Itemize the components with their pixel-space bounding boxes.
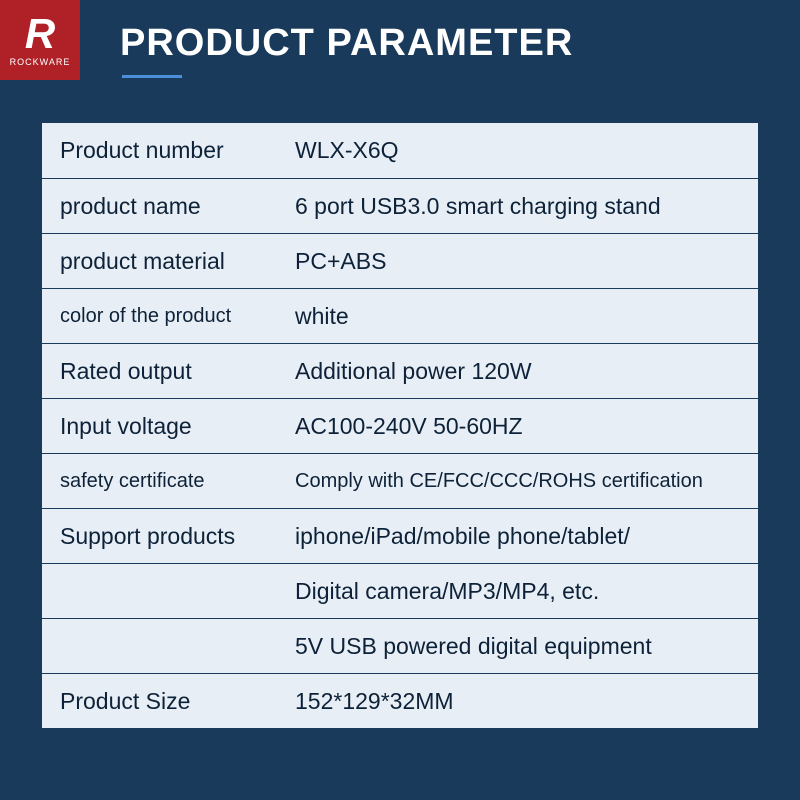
title-underline [122, 75, 182, 78]
spec-value: Digital camera/MP3/MP4, etc. [287, 578, 758, 605]
spec-value: 6 port USB3.0 smart charging stand [287, 193, 758, 220]
spec-value: 152*129*32MM [287, 688, 758, 715]
brand-logo: R ROCKWARE [0, 0, 80, 80]
page-title: PRODUCT PARAMETER [120, 22, 800, 65]
spec-label: product material [42, 248, 287, 275]
table-row: Digital camera/MP3/MP4, etc. [42, 563, 758, 618]
table-row: product name 6 port USB3.0 smart chargin… [42, 178, 758, 233]
spec-label: product name [42, 193, 287, 220]
header: PRODUCT PARAMETER [0, 0, 800, 78]
table-row: Product number WLX-X6Q [42, 123, 758, 178]
spec-value: AC100-240V 50-60HZ [287, 413, 758, 440]
spec-label: safety certificate [42, 470, 287, 493]
table-row: safety certificate Comply with CE/FCC/CC… [42, 453, 758, 508]
spec-table: Product number WLX-X6Q product name 6 po… [42, 123, 758, 728]
table-row: Rated output Additional power 120W [42, 343, 758, 398]
table-row: Product Size 152*129*32MM [42, 673, 758, 728]
table-row: product material PC+ABS [42, 233, 758, 288]
spec-label: Product number [42, 137, 287, 164]
table-row: 5V USB powered digital equipment [42, 618, 758, 673]
spec-value: 5V USB powered digital equipment [287, 633, 758, 660]
spec-label: color of the product [42, 305, 287, 328]
spec-label: Rated output [42, 358, 287, 385]
spec-value: Additional power 120W [287, 358, 758, 385]
logo-brand: ROCKWARE [10, 57, 71, 67]
spec-label: Product Size [42, 688, 287, 715]
spec-value: PC+ABS [287, 248, 758, 275]
spec-value: WLX-X6Q [287, 137, 758, 164]
spec-value: iphone/iPad/mobile phone/tablet/ [287, 523, 758, 550]
spec-label: Support products [42, 523, 287, 550]
logo-letter: R [25, 13, 55, 55]
spec-value: Comply with CE/FCC/CCC/ROHS certificatio… [287, 470, 758, 493]
table-row: Support products iphone/iPad/mobile phon… [42, 508, 758, 563]
spec-value: white [287, 303, 758, 330]
table-row: color of the product white [42, 288, 758, 343]
table-row: Input voltage AC100-240V 50-60HZ [42, 398, 758, 453]
spec-label: Input voltage [42, 413, 287, 440]
